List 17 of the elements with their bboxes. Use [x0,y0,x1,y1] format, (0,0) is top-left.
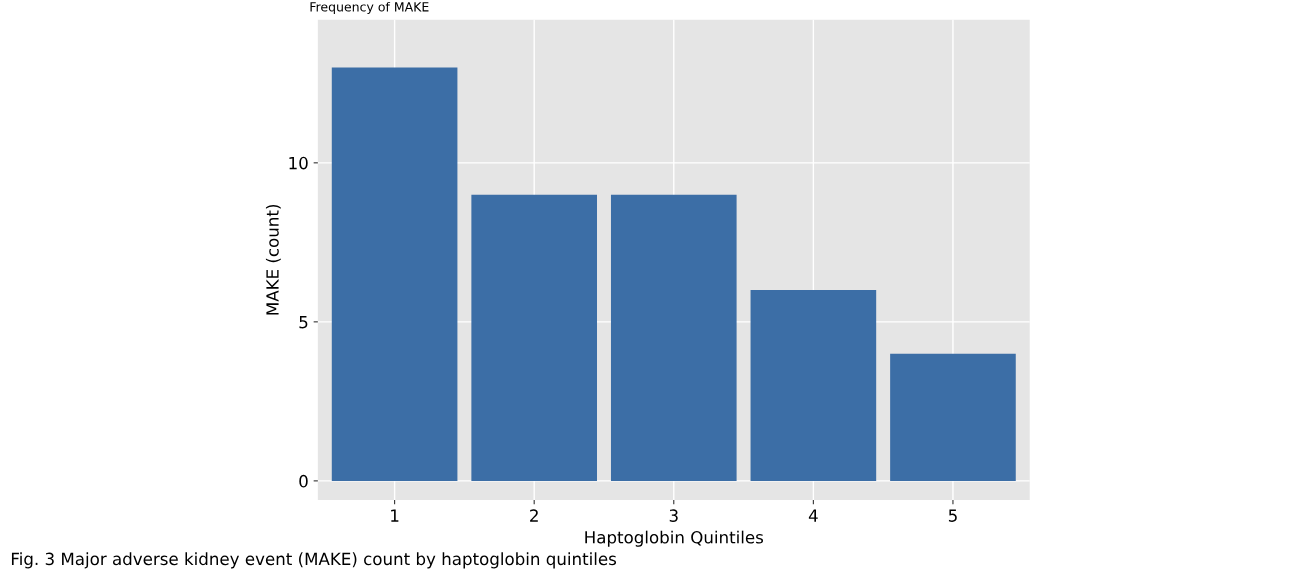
y-axis-title: MAKE (count) [265,204,281,315]
y-tick-label: 0 [299,474,308,488]
bar [471,194,598,481]
y-tick-label: 10 [289,156,308,170]
chart-title: Frequency of MAKE [310,1,429,14]
x-tick-label: 5 [948,509,957,522]
x-tick-label: 1 [391,509,399,522]
bar [610,194,737,481]
x-tick-label: 2 [530,509,538,522]
x-tick-label: 3 [669,509,678,522]
caption: Fig. 3 Major adverse kidney event (MAKE) count by haptoglobin quintiles [11,552,617,569]
y-tick-label: 5 [299,316,308,329]
bar [331,67,458,481]
x-tick-label: 4 [808,509,818,522]
x-axis-title: Haptoglobin Quintiles [585,530,764,547]
bar [750,290,877,481]
bar [890,353,1016,481]
